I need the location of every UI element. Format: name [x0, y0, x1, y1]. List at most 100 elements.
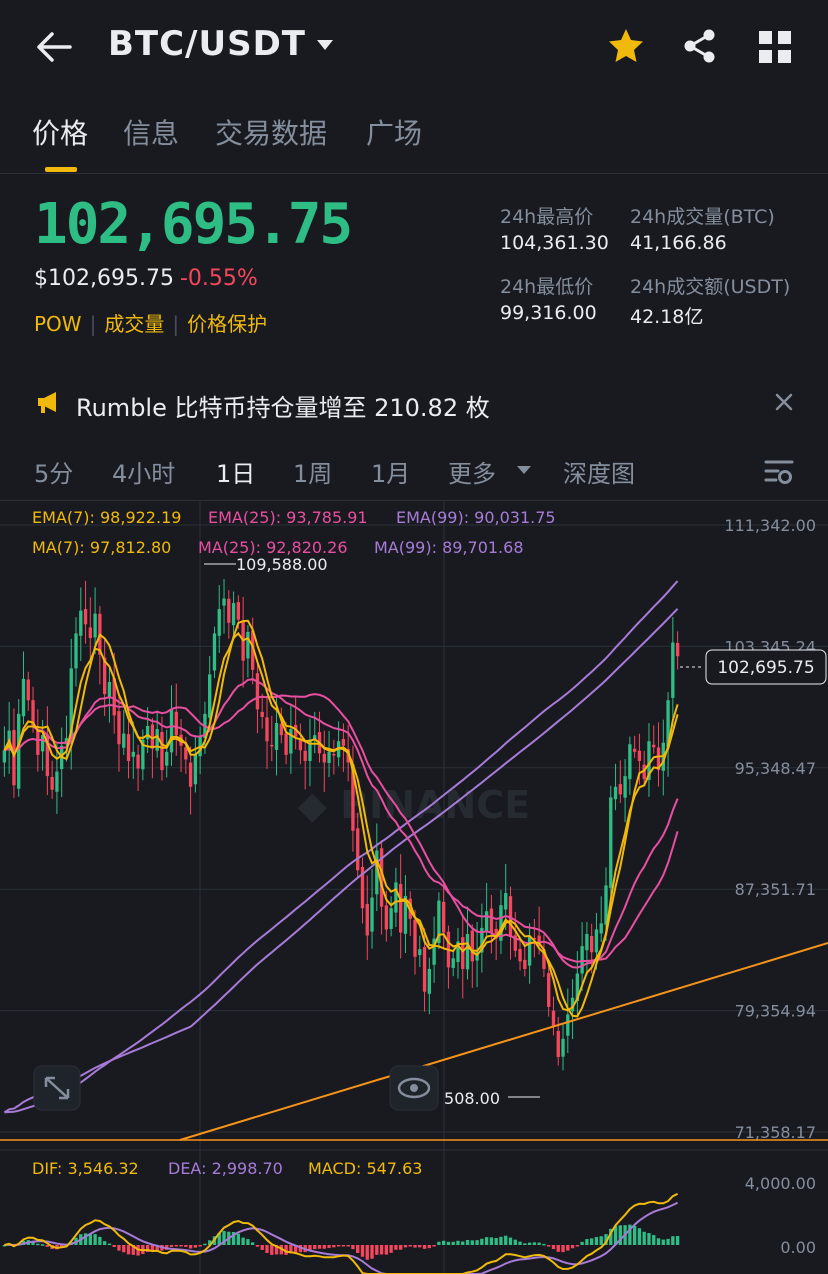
candle-body	[384, 905, 389, 930]
stat-vol-btc-value: 41,166.86	[630, 232, 727, 254]
macd-histogram-bar	[198, 1245, 202, 1247]
dropdown-caret-icon[interactable]	[314, 34, 336, 56]
candle-body	[618, 784, 622, 795]
candle-body	[102, 657, 107, 695]
interval-tabs: 5分 4小时 1日 1周 1月 更多 深度图	[0, 454, 828, 490]
interval-5m[interactable]: 5分	[34, 460, 74, 488]
macd-histogram-bar	[575, 1245, 580, 1247]
candle-body	[136, 754, 140, 769]
candle-body	[212, 633, 217, 671]
back-arrow-icon[interactable]	[34, 30, 74, 64]
news-banner[interactable]: Rumble 比特币持仓量增至 210.82 枚	[36, 388, 796, 422]
news-text: Rumble 比特币持仓量增至 210.82 枚	[76, 394, 490, 422]
macd-histogram-bar	[527, 1242, 532, 1245]
macd-histogram-bar	[284, 1245, 288, 1255]
candle-body	[193, 754, 198, 785]
macd-histogram-bar	[45, 1245, 50, 1247]
pair-title[interactable]: BTC/USDT	[108, 24, 306, 64]
interval-more[interactable]: 更多	[448, 460, 496, 488]
candle-body	[21, 678, 26, 717]
candle-body	[561, 1038, 565, 1057]
low-marker-label: 508.00	[444, 1089, 500, 1108]
candle-body	[465, 934, 470, 970]
candle-body	[656, 747, 661, 771]
candle-body	[55, 771, 59, 792]
macd-histogram-bar	[308, 1245, 312, 1251]
macd-histogram-bar	[422, 1245, 427, 1249]
candle-body	[470, 930, 474, 962]
interval-4h[interactable]: 4小时	[112, 460, 176, 488]
macd-histogram-bar	[208, 1240, 212, 1245]
macd-histogram-bar	[437, 1241, 441, 1245]
interval-depth[interactable]: 深度图	[563, 460, 635, 488]
macd-histogram-bar	[418, 1245, 422, 1248]
tab-info[interactable]: 信息	[123, 117, 180, 150]
tab-price[interactable]: 价格	[32, 117, 89, 150]
macd-histogram-bar	[547, 1245, 551, 1247]
star-icon[interactable]	[606, 26, 646, 66]
macd-histogram-bar	[604, 1234, 608, 1245]
candlestick-chart[interactable]: 111,342.00103,345.2495,348.4787,351.7179…	[0, 500, 828, 1274]
more-caret-icon[interactable]	[516, 464, 532, 476]
candle-body	[341, 738, 346, 746]
macd-histogram-bar	[236, 1233, 241, 1245]
candle-body	[542, 949, 546, 969]
interval-1d[interactable]: 1日	[216, 460, 256, 488]
candle-body	[647, 741, 651, 781]
macd-histogram-bar	[222, 1230, 226, 1245]
last-price-box	[705, 649, 827, 685]
candle-body	[451, 958, 455, 968]
candle-body	[671, 642, 675, 698]
candle-body	[270, 744, 274, 747]
candle-body	[88, 627, 93, 638]
interval-1w[interactable]: 1周	[293, 460, 333, 488]
candle-body	[475, 952, 479, 961]
price-axis-label: 87,351.71	[735, 880, 816, 899]
close-icon[interactable]	[774, 392, 794, 412]
macd-histogram-bar	[379, 1245, 384, 1255]
candle-body	[112, 678, 116, 716]
candle-body	[332, 753, 336, 756]
macd-histogram-bar	[456, 1240, 460, 1245]
tab-trading-data[interactable]: 交易数据	[215, 117, 328, 150]
macd-histogram-bar	[289, 1245, 293, 1254]
candle-body	[589, 936, 594, 953]
macd-histogram-bar	[36, 1243, 40, 1246]
tab-square[interactable]: 广场	[366, 117, 423, 150]
grid-icon[interactable]	[756, 28, 794, 66]
candle-body	[79, 610, 83, 636]
divider	[0, 500, 828, 501]
candle-body	[74, 633, 78, 669]
candle-body	[174, 711, 178, 736]
macd-histogram-bar	[265, 1245, 269, 1254]
macd-histogram-bar	[594, 1237, 599, 1245]
tag-pow[interactable]: POW	[34, 312, 82, 336]
eye-icon	[397, 1077, 431, 1099]
candle-body	[284, 733, 288, 755]
macd-histogram-bar	[675, 1236, 680, 1245]
tag-volume[interactable]: 成交量	[104, 312, 165, 336]
candle-body	[117, 711, 121, 745]
candle-body	[480, 927, 484, 953]
candle-body	[556, 1030, 560, 1057]
macd-histogram-bar	[126, 1245, 131, 1255]
macd-histogram-bar	[556, 1245, 560, 1252]
price-axis-label: 71,358.17	[735, 1123, 816, 1142]
macd-histogram-bar	[360, 1245, 365, 1257]
candle-body	[403, 896, 408, 934]
macd-histogram-bar	[446, 1241, 451, 1245]
candle-body	[413, 919, 417, 957]
macd-histogram-bar	[327, 1245, 331, 1248]
macd-histogram-bar	[609, 1228, 613, 1245]
macd-histogram-bar	[88, 1234, 93, 1245]
tag-price-protection[interactable]: 价格保护	[187, 312, 268, 336]
share-icon[interactable]	[680, 26, 720, 66]
interval-1m[interactable]: 1月	[371, 460, 411, 488]
candle-body	[322, 753, 326, 763]
chart-settings-icon[interactable]	[764, 458, 794, 486]
eye-pupil	[410, 1084, 418, 1092]
stat-high-value: 104,361.30	[500, 232, 609, 254]
macd-histogram-bar	[174, 1245, 178, 1247]
candle-body	[279, 723, 283, 736]
candle-body	[375, 850, 379, 895]
